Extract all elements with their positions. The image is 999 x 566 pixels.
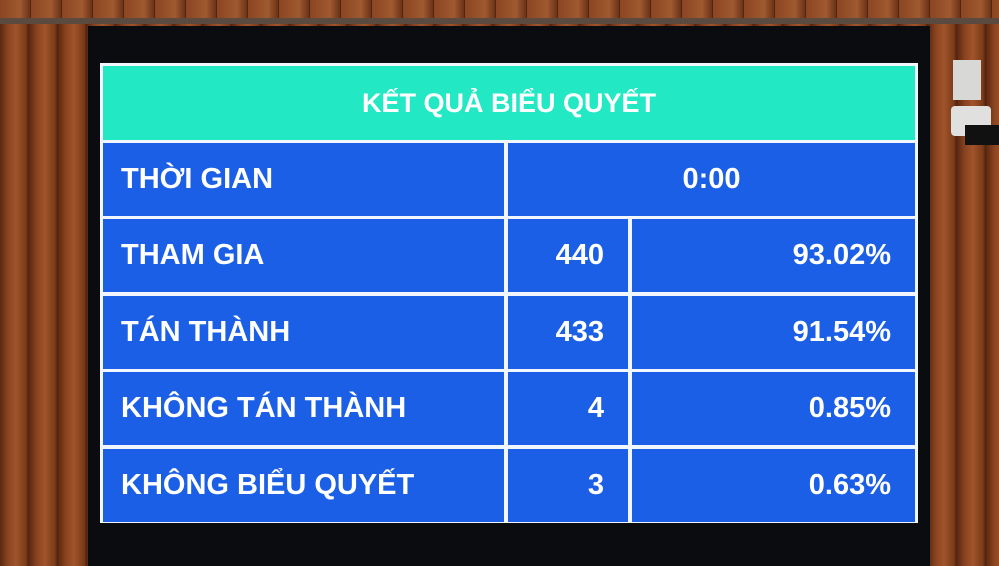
rail <box>0 18 999 24</box>
row-label: THAM GIA <box>103 219 504 292</box>
time-value: 0:00 <box>508 143 915 216</box>
row-count: 3 <box>508 448 628 522</box>
row-label: KHÔNG BIỂU QUYẾT <box>103 448 504 522</box>
vote-result-board: KẾT QUẢ BIỂU QUYẾT THỜI GIAN 0:00 THAM G… <box>100 63 918 523</box>
security-camera <box>951 60 999 150</box>
row-percent: 0.85% <box>632 372 915 445</box>
board-title: KẾT QUẢ BIỂU QUYẾT <box>103 66 915 140</box>
row-label: TÁN THÀNH <box>103 295 504 369</box>
row-count: 440 <box>508 219 628 292</box>
row-percent: 91.54% <box>632 295 915 369</box>
time-label: THỜI GIAN <box>103 143 504 216</box>
row-count: 433 <box>508 295 628 369</box>
row-count: 4 <box>508 372 628 445</box>
row-percent: 93.02% <box>632 219 915 292</box>
wood-paneling-top <box>0 0 999 18</box>
row-label: KHÔNG TÁN THÀNH <box>103 372 504 445</box>
row-percent: 0.63% <box>632 448 915 522</box>
